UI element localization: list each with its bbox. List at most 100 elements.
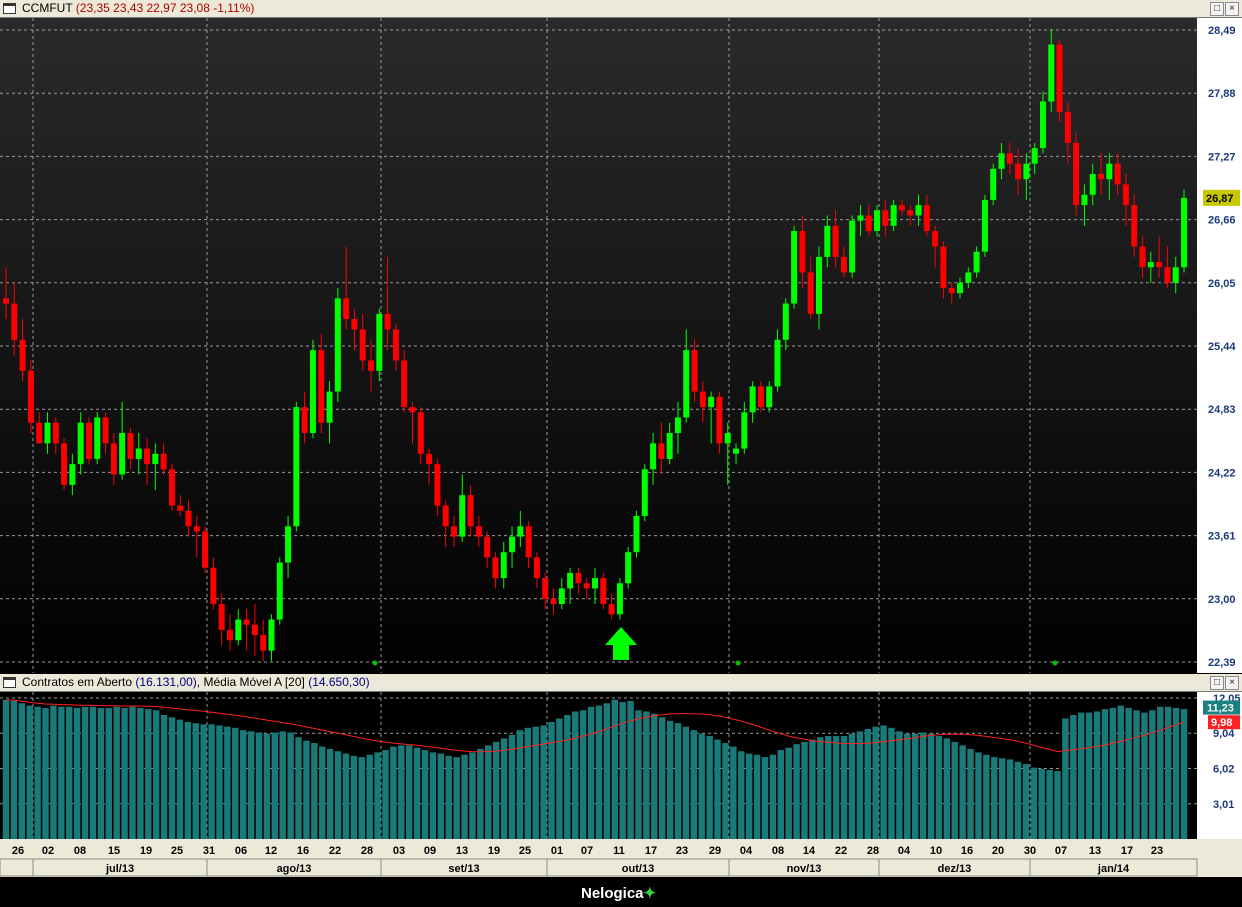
candle-body xyxy=(268,619,275,651)
oi-bar xyxy=(619,702,626,839)
y-tick-label: 28,49 xyxy=(1208,25,1236,37)
oi-bar xyxy=(58,706,65,839)
candle-body xyxy=(699,391,706,408)
price-chart[interactable]: 28,49 27,88 27,27 26,66 26,05 25,44 24,83 24,22… xyxy=(0,18,1242,673)
oi-bar xyxy=(1085,712,1093,839)
oi-bar xyxy=(382,750,389,839)
candle-body xyxy=(791,230,798,304)
oi-bar xyxy=(738,751,745,839)
candle-body xyxy=(61,443,68,485)
x-tick-day: 28 xyxy=(361,845,373,857)
brand-logo: Nelogica✦ xyxy=(581,885,657,902)
x-tick-month: ago/13 xyxy=(277,863,312,875)
oi-bar xyxy=(730,746,737,839)
month-bar xyxy=(0,858,1198,877)
oi-bar xyxy=(1046,769,1053,839)
y-tick-label: 26,66 xyxy=(1208,215,1236,227)
signal-dot xyxy=(372,660,378,666)
oi-bar xyxy=(627,700,634,839)
oi-bar xyxy=(1078,712,1085,839)
oi-bar xyxy=(603,703,611,839)
oi-bar xyxy=(224,726,231,839)
candle-body xyxy=(442,505,449,527)
x-tick-day: 30 xyxy=(1024,845,1036,857)
candle-body xyxy=(533,557,540,579)
oi-bar xyxy=(66,706,73,839)
oi-bar xyxy=(10,700,18,839)
candle-body xyxy=(641,469,648,516)
oi-bar xyxy=(176,719,184,839)
oi-bar xyxy=(1014,761,1022,839)
oi-bar xyxy=(508,734,516,839)
candle-body xyxy=(1181,197,1187,268)
oi-bar xyxy=(81,706,89,839)
candle-body xyxy=(36,422,43,444)
maximize-button[interactable]: □ xyxy=(1210,676,1224,690)
oi-bar xyxy=(564,714,571,839)
x-tick-day: 09 xyxy=(424,845,436,857)
chart-title: CCMFUT (23,35 23,43 22,97 23,08 -1,11%) xyxy=(22,0,254,17)
oi-bar xyxy=(809,739,816,839)
candle-body xyxy=(724,433,731,444)
candle-body xyxy=(1073,142,1080,206)
candle-body xyxy=(401,360,408,408)
oi-bar xyxy=(991,757,998,839)
candle-body xyxy=(708,396,715,408)
candle-body xyxy=(160,453,167,470)
oi-bar xyxy=(1117,705,1124,839)
candle-body xyxy=(94,417,101,459)
candle-body xyxy=(110,443,117,475)
oi-bar xyxy=(129,706,136,839)
oi-bar xyxy=(232,727,239,839)
maximize-button[interactable]: □ xyxy=(1210,2,1224,16)
y-tick-label: 9,04 xyxy=(1213,728,1235,740)
oi-bar xyxy=(216,725,223,839)
candle-body xyxy=(77,422,84,465)
x-tick-day: 03 xyxy=(393,845,405,857)
candle-body xyxy=(226,629,233,641)
candle-body xyxy=(741,412,748,449)
candle-body xyxy=(865,215,872,231)
oi-bar xyxy=(556,718,563,839)
oi-bar xyxy=(856,731,864,839)
oi-bar xyxy=(524,727,531,839)
candle-body xyxy=(218,603,225,630)
oi-bar xyxy=(89,706,97,839)
oi-bar xyxy=(445,755,452,839)
candle-body xyxy=(583,583,590,589)
candle-body xyxy=(1056,44,1063,112)
x-tick-day: 02 xyxy=(42,845,54,857)
oi-bar xyxy=(105,707,112,839)
candle-body xyxy=(749,386,756,413)
oi-bar xyxy=(1109,707,1117,839)
oi-bar xyxy=(659,717,666,839)
oi-bar xyxy=(271,732,279,839)
oi-bar xyxy=(1164,706,1172,839)
oi-bar xyxy=(611,699,618,839)
oi-bar xyxy=(714,739,721,839)
oi-bar xyxy=(429,752,437,839)
candle-body xyxy=(409,407,416,413)
oi-bar xyxy=(1093,711,1101,839)
close-button[interactable]: × xyxy=(1225,676,1239,690)
oi-bar xyxy=(366,754,373,839)
oi-bar xyxy=(374,752,381,839)
footer: Nelogica✦ xyxy=(0,877,1242,907)
oi-bar xyxy=(904,733,911,839)
candle-body xyxy=(185,510,192,527)
price-axis-background xyxy=(1197,18,1242,673)
candle-body xyxy=(475,526,482,537)
y-tick-label: 6,02 xyxy=(1213,764,1234,776)
y-tick-label: 23,00 xyxy=(1208,594,1236,606)
oi-bar xyxy=(350,755,358,839)
indicator-titlebar: Contratos em Aberto (16.131,00), Média M… xyxy=(0,674,1242,692)
candle-body xyxy=(11,303,18,340)
x-tick-day: 11 xyxy=(613,845,625,857)
candle-body xyxy=(1064,111,1071,143)
x-tick-month: out/13 xyxy=(622,863,654,875)
close-button[interactable]: × xyxy=(1225,2,1239,16)
oi-bar xyxy=(864,729,871,839)
last-value-box xyxy=(1203,700,1240,715)
oi-bar xyxy=(1030,767,1037,839)
